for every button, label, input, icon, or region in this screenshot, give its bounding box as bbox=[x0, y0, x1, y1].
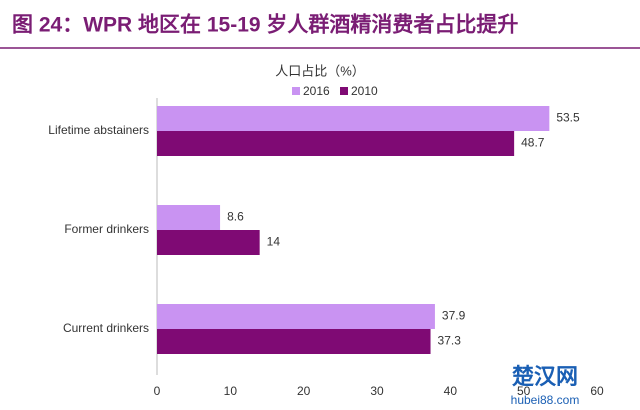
bar bbox=[157, 131, 515, 156]
x-tick-label: 40 bbox=[444, 384, 458, 398]
bar bbox=[157, 329, 431, 354]
bar bbox=[157, 205, 221, 230]
watermark-brand: 楚汉网 bbox=[512, 364, 578, 389]
x-tick-label: 10 bbox=[224, 384, 238, 398]
x-tick-label: 0 bbox=[154, 384, 161, 398]
value-label: 8.6 bbox=[227, 210, 244, 224]
x-tick-label: 60 bbox=[590, 384, 604, 398]
y-tick-label: Former drinkers bbox=[64, 222, 149, 236]
bar bbox=[157, 230, 260, 255]
y-tick-label: Lifetime abstainers bbox=[48, 123, 149, 137]
y-tick-label: Current drinkers bbox=[63, 321, 149, 335]
value-label: 53.5 bbox=[556, 111, 580, 125]
legend-swatch bbox=[292, 87, 300, 95]
x-tick-label: 50 bbox=[517, 384, 531, 398]
chart-subtitle: 人口占比（%） bbox=[275, 63, 365, 78]
value-label: 37.9 bbox=[442, 309, 466, 323]
value-label: 37.3 bbox=[438, 334, 462, 348]
value-label: 14 bbox=[267, 235, 281, 249]
watermark-site: hubei88.com bbox=[511, 393, 580, 407]
legend-swatch bbox=[340, 87, 348, 95]
bar bbox=[157, 304, 435, 329]
legend-label: 2016 bbox=[303, 84, 330, 98]
chart-title: 图 24：WPR 地区在 15-19 岁人群酒精消费者占比提升 bbox=[12, 13, 518, 37]
value-label: 48.7 bbox=[521, 136, 545, 150]
bar bbox=[157, 106, 550, 131]
legend-label: 2010 bbox=[351, 84, 378, 98]
x-tick-label: 20 bbox=[297, 384, 311, 398]
x-tick-label: 30 bbox=[370, 384, 384, 398]
